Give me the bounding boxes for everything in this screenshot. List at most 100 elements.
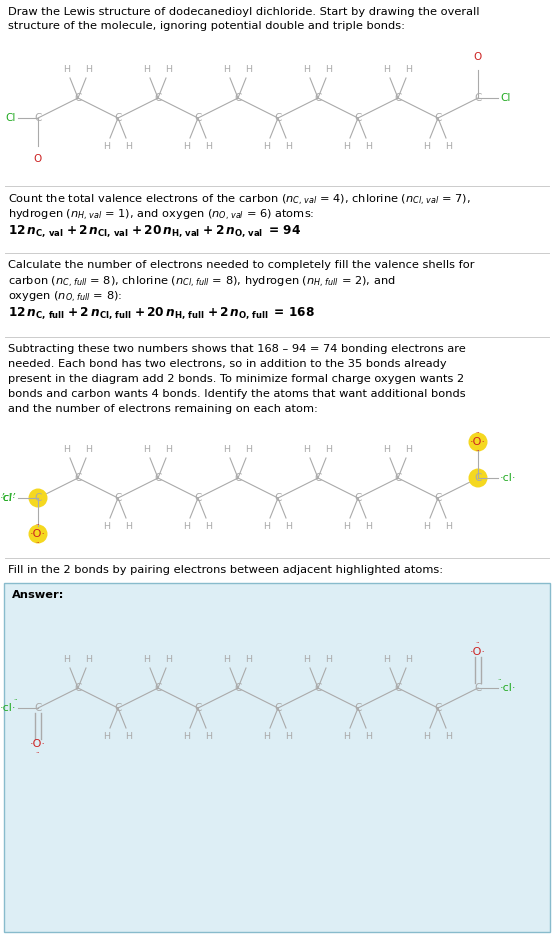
Text: H: H [104,732,110,741]
Text: C: C [314,683,322,693]
Text: ’cl’: ’cl’ [1,493,16,503]
Text: C: C [155,93,162,103]
Text: H: H [285,142,293,151]
Bar [4,583,550,932]
Text: H: H [383,65,391,74]
Text: H: H [326,65,332,74]
Text: C: C [434,493,442,503]
Text: ·O·: ·O· [30,739,46,749]
Text: H: H [104,522,110,531]
Text: C: C [314,93,322,103]
Text: C: C [355,493,362,503]
Text: C: C [474,93,481,103]
Text: ·cl·: ·cl· [500,683,516,693]
Text: ·O·: ·O· [470,437,486,447]
Text: H: H [104,142,110,151]
Circle shape [469,469,488,488]
Text: H: H [143,65,151,74]
Text: Subtracting these two numbers shows that 168 – 94 = 74 bonding electrons are: Subtracting these two numbers shows that… [8,344,466,354]
Text: ··: ·· [476,640,480,646]
Text: C: C [34,113,42,123]
Text: H: H [223,445,230,454]
Text: H: H [264,142,270,151]
Circle shape [469,432,488,451]
Text: H: H [206,522,213,531]
Text: C: C [394,473,402,483]
Text: H: H [126,522,132,531]
Text: oxygen ($n_{O,\,full}$ = 8):: oxygen ($n_{O,\,full}$ = 8): [8,290,122,305]
Text: C: C [274,493,281,503]
Text: C: C [74,683,81,693]
Text: Fill in the 2 bonds by pairing electrons between adjacent highlighted atoms:: Fill in the 2 bonds by pairing electrons… [8,565,443,575]
Text: H: H [206,142,213,151]
Text: C: C [34,703,42,713]
Text: C: C [155,683,162,693]
Text: H: H [85,65,93,74]
Text: ·cl·: ·cl· [0,493,16,503]
Text: C: C [194,703,202,713]
Text: Count the total valence electrons of the carbon ($n_{C,\,val}$ = 4), chlorine ($: Count the total valence electrons of the… [8,193,471,208]
Text: bonds and carbon wants 4 bonds. Identify the atoms that want additional bonds: bonds and carbon wants 4 bonds. Identify… [8,389,465,399]
Text: H: H [264,522,270,531]
Text: C: C [194,493,202,503]
Text: C: C [434,113,442,123]
Text: H: H [366,732,372,741]
Text: Draw the Lewis structure of dodecanedioyl dichloride. Start by drawing the overa: Draw the Lewis structure of dodecanedioy… [8,7,480,31]
Text: H: H [343,732,351,741]
Text: H: H [64,655,70,664]
Text: H: H [85,655,93,664]
Text: H: H [383,445,391,454]
Text: H: H [126,732,132,741]
Text: C: C [74,473,81,483]
Text: H: H [423,522,430,531]
Text: H: H [304,65,310,74]
Text: C: C [394,683,402,693]
Text: H: H [166,655,172,664]
Text: H: H [423,142,430,151]
Text: H: H [285,522,293,531]
Text: C: C [274,703,281,713]
Text: H: H [126,142,132,151]
Text: O: O [34,154,42,164]
Text: ··: ·· [497,677,502,683]
Text: C: C [194,113,202,123]
Text: H: H [366,522,372,531]
Text: ··: ·· [476,430,480,436]
Text: H: H [183,522,191,531]
Text: ··: ·· [35,522,39,528]
Text: ··: ·· [36,750,40,756]
Text: ··: ·· [14,697,18,703]
Text: H: H [343,522,351,531]
Text: H: H [326,445,332,454]
Text: ·cl·: ·cl· [0,703,16,713]
Text: Calculate the number of electrons needed to completely fill the valence shells f: Calculate the number of electrons needed… [8,260,474,270]
Text: C: C [234,93,242,103]
Text: ·O·: ·O· [30,529,46,539]
Text: ··: ·· [35,540,39,546]
Text: H: H [183,732,191,741]
Text: H: H [183,142,191,151]
Text: H: H [423,732,430,741]
Text: C: C [355,113,362,123]
Text: H: H [64,445,70,454]
Text: H: H [285,732,293,741]
Text: H: H [64,65,70,74]
Text: C: C [314,473,322,483]
Text: C: C [355,703,362,713]
Text: present in the diagram add 2 bonds. To minimize formal charge oxygen wants 2: present in the diagram add 2 bonds. To m… [8,374,464,384]
Text: H: H [406,65,413,74]
Text: H: H [304,445,310,454]
Text: Cl: Cl [500,93,510,103]
Text: $\bf{12\,}$$\bfit{n}$$\bf{_{C,\,full}}$ $\bf{+\,2\,}$$\bfit{n}$$\bf{_{Cl,\,full}: $\bf{12\,}$$\bfit{n}$$\bf{_{C,\,full}}$ … [8,305,315,321]
Text: H: H [406,655,413,664]
Text: H: H [245,65,253,74]
Text: H: H [85,445,93,454]
Text: carbon ($n_{C,\,full}$ = 8), chlorine ($n_{Cl,\,full}$ = 8), hydrogen ($n_{H,\,f: carbon ($n_{C,\,full}$ = 8), chlorine ($… [8,275,396,290]
Text: ·cl·: ·cl· [500,473,516,483]
Text: C: C [474,473,481,483]
Circle shape [28,524,48,544]
Text: C: C [114,703,122,713]
Text: ·O·: ·O· [470,647,486,657]
Text: C: C [74,93,81,103]
Text: H: H [223,65,230,74]
